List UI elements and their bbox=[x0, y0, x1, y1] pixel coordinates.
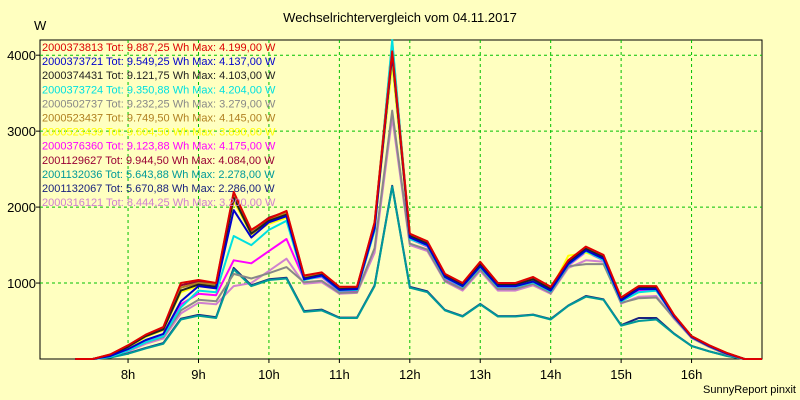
y-tick-label: 1000 bbox=[7, 276, 36, 291]
series-line-0 bbox=[75, 50, 762, 360]
x-tick-label: 13h bbox=[469, 367, 491, 382]
chart-title: Wechselrichtervergleich vom 04.11.2017 bbox=[283, 10, 517, 25]
legend-entry-9: 2001132036 Tot: 5.643,88 Wh Max: 2.278,0… bbox=[42, 169, 275, 181]
legend-entry-4: 2000502737 Tot: 9.232,25 Wh Max: 3.279,0… bbox=[42, 98, 276, 110]
legend-entry-0: 2000373813 Tot: 9.887,25 Wh Max: 4.199,0… bbox=[42, 42, 276, 54]
legend-entry-11: 2000316121 Tot: 8.444,25 Wh Max: 3.200,0… bbox=[42, 197, 276, 209]
x-tick-label: 8h bbox=[121, 367, 135, 382]
series-line-9 bbox=[75, 185, 762, 360]
legend: 2000373813 Tot: 9.887,25 Wh Max: 4.199,0… bbox=[42, 42, 276, 209]
x-tick-label: 9h bbox=[191, 367, 205, 382]
series-line-4 bbox=[75, 109, 762, 360]
plot-frame bbox=[39, 39, 763, 360]
legend-entry-3: 2000373724 Tot: 9.350,88 Wh Max: 4.204,0… bbox=[42, 84, 276, 96]
legend-entry-2: 2000374431 Tot: 9.121,75 Wh Max: 4.103,0… bbox=[42, 70, 276, 82]
x-tick-label: 10h bbox=[258, 367, 280, 382]
credit-text: SunnyReport pinxit bbox=[703, 384, 796, 396]
y-tick-label: 4000 bbox=[7, 48, 36, 63]
x-tick-label: 14h bbox=[540, 367, 562, 382]
legend-entry-1: 2000373721 Tot: 9.549,25 Wh Max: 4.137,0… bbox=[42, 56, 276, 68]
x-tick-label: 11h bbox=[329, 367, 350, 382]
series-line-10 bbox=[75, 184, 762, 360]
series-line-1 bbox=[75, 52, 762, 360]
y-tick-label: 3000 bbox=[7, 124, 36, 139]
legend-entry-7: 2000376360 Tot: 9.123,88 Wh Max: 4.175,0… bbox=[42, 141, 276, 153]
y-tick-label: 2000 bbox=[7, 200, 36, 215]
x-tick-label: 15h bbox=[610, 367, 632, 382]
series-lines bbox=[75, 39, 762, 360]
grid bbox=[40, 40, 762, 359]
series-line-3 bbox=[75, 39, 762, 360]
series-line-2 bbox=[75, 54, 762, 360]
x-tick-label: 12h bbox=[399, 367, 421, 382]
axis-ticks: 8h 9h 10h 11h 12h 13h 14h 15h 16h 1000 2000 3000 400… bbox=[7, 48, 702, 382]
legend-entry-8: 2001129627 Tot: 9.944,50 Wh Max: 4.084,0… bbox=[42, 155, 275, 167]
legend-entry-6: 2000523439 Tot: 9.604,50 Wh Max: 3.890,0… bbox=[42, 127, 276, 139]
y-axis-label: W bbox=[34, 18, 47, 33]
x-tick-label: 16h bbox=[681, 367, 703, 382]
legend-entry-5: 2000523437 Tot: 9.749,50 Wh Max: 4.145,0… bbox=[42, 113, 276, 125]
legend-entry-10: 2001132067 Tot: 5.670,88 Wh Max: 2.286,0… bbox=[42, 183, 275, 195]
series-line-11 bbox=[75, 116, 762, 360]
